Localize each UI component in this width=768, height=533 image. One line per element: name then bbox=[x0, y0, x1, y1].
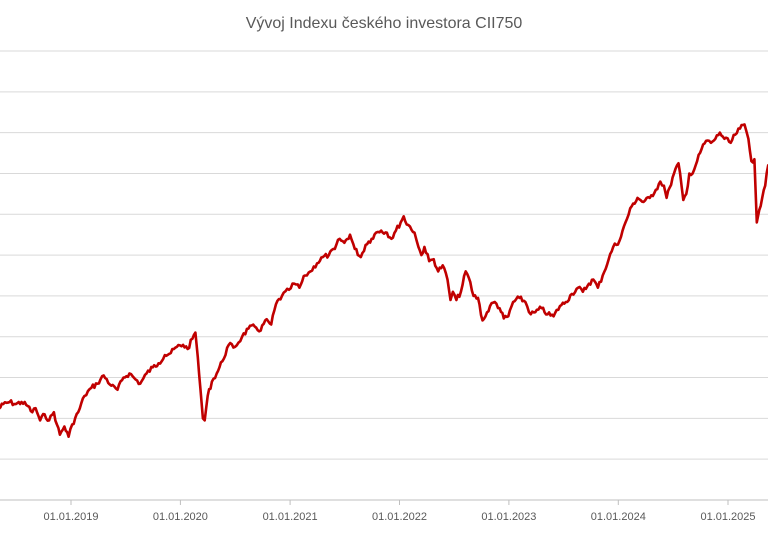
x-tick-label: 01.01.2023 bbox=[481, 511, 536, 523]
chart-title: Vývoj Indexu českého investora CII750 bbox=[246, 15, 523, 32]
series-group bbox=[0, 123, 768, 438]
x-tick-label: 01.01.2020 bbox=[153, 511, 208, 523]
x-tick-label: 01.01.2021 bbox=[263, 511, 318, 523]
x-tick-label: 01.01.2025 bbox=[700, 511, 755, 523]
x-tick-label: 01.01.2024 bbox=[591, 511, 646, 523]
x-tick-label: 01.01.2019 bbox=[43, 511, 98, 523]
x-axis-tick-labels: 01.01.2019 01.01.2020 01.01.2021 01.01.2022… bbox=[43, 500, 756, 523]
gridlines bbox=[0, 50, 768, 501]
series-line bbox=[0, 123, 768, 438]
x-tick-label: 01.01.2022 bbox=[372, 511, 427, 523]
